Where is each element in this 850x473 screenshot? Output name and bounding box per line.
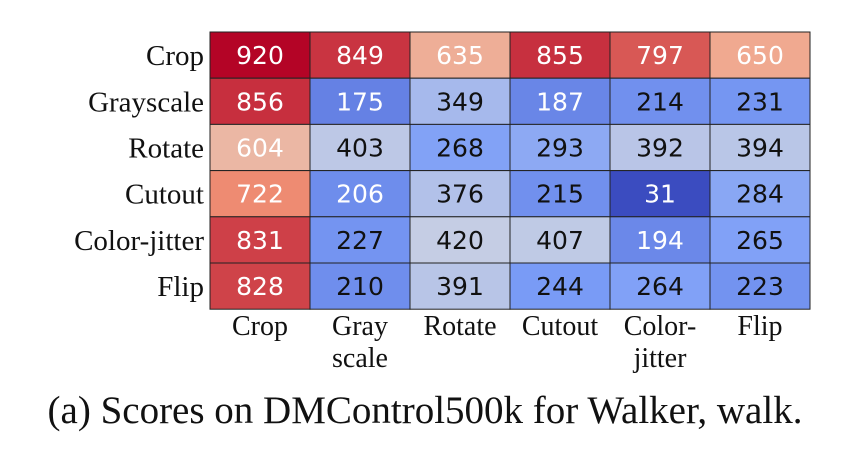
cell-value-r4-c3: 407 xyxy=(536,226,584,255)
row-label: Crop xyxy=(146,40,204,72)
cell-value-r2-c1: 403 xyxy=(336,134,384,163)
cell-value-r3-c1: 206 xyxy=(336,180,384,209)
cell-value-r0-c2: 635 xyxy=(436,41,484,70)
cell-value-r3-c4: 31 xyxy=(644,180,676,209)
cell-value-r1-c1: 175 xyxy=(336,87,384,116)
row-label: Grayscale xyxy=(88,86,204,118)
heatmap-cell-r5-c5 xyxy=(709,262,811,310)
row-label: Flip xyxy=(157,271,204,303)
cell-value-r1-c2: 349 xyxy=(436,87,484,116)
cell-value-r4-c5: 265 xyxy=(736,226,784,255)
cell-value-r0-c0: 920 xyxy=(236,41,284,70)
column-label: Gray xyxy=(332,311,388,342)
heatmap-cell-r2-c0 xyxy=(209,123,311,172)
cell-value-r0-c5: 650 xyxy=(736,41,784,70)
column-label: jitter xyxy=(633,343,688,374)
heatmap-cell-r3-c5 xyxy=(709,170,811,218)
row-labels: Crop Grayscale Rotate Cutout Color-jitter Fli… xyxy=(74,40,204,303)
heatmap-cell-r1-c2 xyxy=(409,77,511,125)
column-label: Cutout xyxy=(522,311,598,342)
cell-value-r2-c0: 604 xyxy=(236,134,284,163)
heatmap-cell-r5-c3 xyxy=(509,262,611,310)
figure-caption: (a) Scores on DMControl500k for Walker, … xyxy=(47,389,803,432)
cell-value-r3-c2: 376 xyxy=(436,180,484,209)
cell-value-r4-c0: 831 xyxy=(236,226,284,255)
cell-value-r0-c3: 855 xyxy=(536,41,584,70)
cell-value-r3-c3: 215 xyxy=(536,180,584,209)
cell-value-r4-c1: 227 xyxy=(336,226,384,255)
cell-value-r2-c3: 293 xyxy=(536,134,584,163)
row-label: Rotate xyxy=(128,133,204,165)
heatmap-cell-r5-c1 xyxy=(309,262,411,310)
heatmap-cell-r0-c0 xyxy=(209,31,311,79)
column-label: Crop xyxy=(232,311,288,342)
heatmap-cell-r4-c3 xyxy=(509,216,611,264)
heatmap-cell-r3-c2 xyxy=(409,170,511,218)
cell-value-r0-c4: 797 xyxy=(636,41,684,70)
cell-value-r4-c2: 420 xyxy=(436,226,484,255)
cell-value-r1-c5: 231 xyxy=(736,87,784,116)
cell-value-r3-c5: 284 xyxy=(736,180,784,209)
heatmap-cell-r2-c4 xyxy=(609,123,711,172)
cell-value-r5-c0: 828 xyxy=(236,272,284,301)
heatmap-cell-r5-c2 xyxy=(409,262,511,310)
column-label: scale xyxy=(332,343,388,374)
column-labels: Crop Grayscale Rotate Cutout Color-jitter Fli… xyxy=(232,311,783,374)
cell-value-r5-c5: 223 xyxy=(736,272,784,301)
cell-value-r0-c1: 849 xyxy=(336,41,384,70)
heatmap-cell-r4-c4 xyxy=(609,216,711,264)
heatmap-cells: 920 849 635 855 797 650 856 175 349 187 214 231 604 4… xyxy=(209,31,811,310)
cell-value-r1-c4: 214 xyxy=(636,87,684,116)
column-label: Flip xyxy=(737,311,782,342)
row-label: Color-jitter xyxy=(74,225,204,257)
heatmap-cell-r3-c0 xyxy=(209,170,311,218)
cell-value-r1-c3: 187 xyxy=(536,87,584,116)
heatmap-cell-r2-c2 xyxy=(409,123,511,172)
row-label: Cutout xyxy=(125,179,204,211)
heatmap-cell-r1-c1 xyxy=(309,77,411,125)
heatmap-cell-r2-c5 xyxy=(709,123,811,172)
cell-value-r2-c2: 268 xyxy=(436,134,484,163)
cell-value-r2-c4: 392 xyxy=(636,134,684,163)
cell-value-r5-c4: 264 xyxy=(636,272,684,301)
heatmap-cell-r3-c4 xyxy=(609,170,711,218)
cell-value-r3-c0: 722 xyxy=(236,180,284,209)
cell-value-r5-c2: 391 xyxy=(436,272,484,301)
heatmap-cell-r2-c1 xyxy=(309,123,411,172)
cell-value-r2-c5: 394 xyxy=(736,134,784,163)
cell-value-r5-c3: 244 xyxy=(536,272,584,301)
cell-value-r5-c1: 210 xyxy=(336,272,384,301)
heatmap-cell-r1-c5 xyxy=(709,77,811,125)
heatmap-cell-r0-c1 xyxy=(309,31,411,79)
heatmap-cell-r5-c4 xyxy=(609,262,711,310)
cell-value-r1-c0: 856 xyxy=(236,87,284,116)
column-label: Rotate xyxy=(423,311,496,342)
cell-value-r4-c4: 194 xyxy=(636,226,684,255)
heatmap-cell-r4-c2 xyxy=(409,216,511,264)
column-label: Color- xyxy=(624,311,697,342)
